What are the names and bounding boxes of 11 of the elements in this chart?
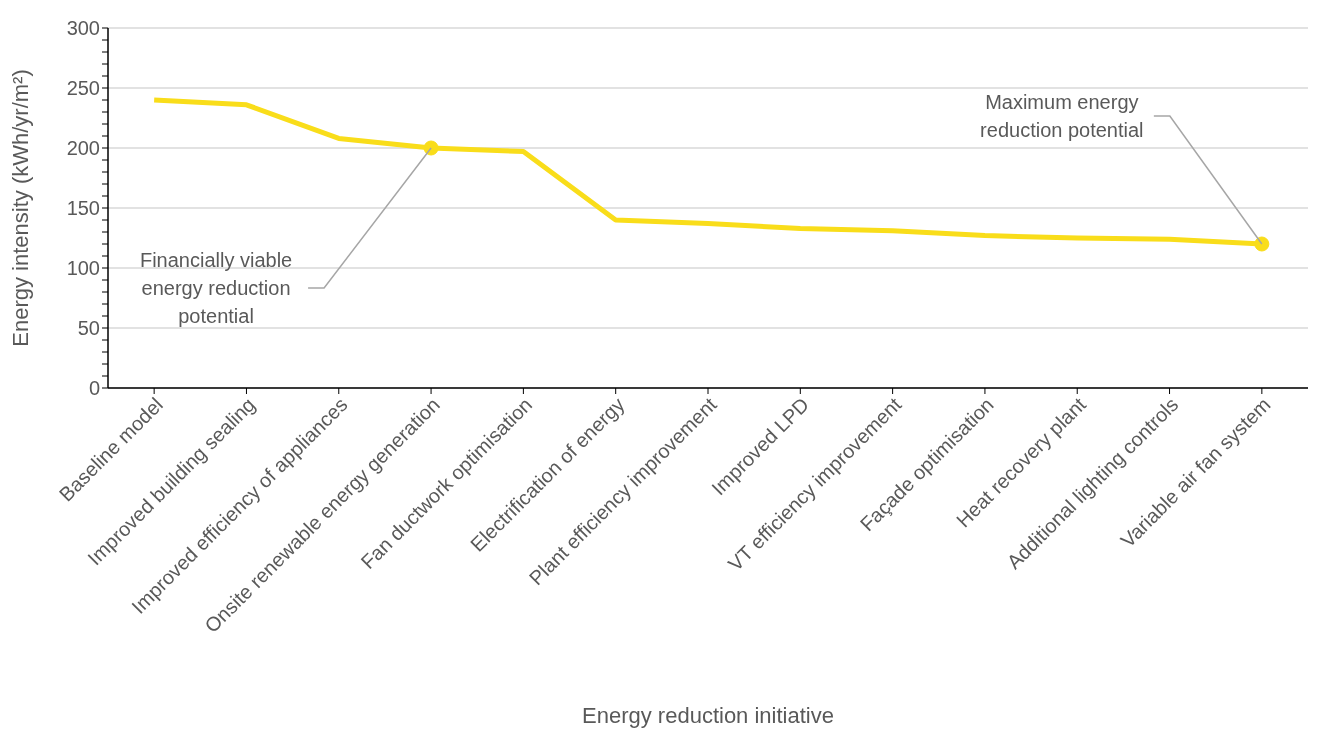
x-axis-title: Energy reduction initiative <box>582 703 834 728</box>
y-tick-label: 300 <box>66 17 100 40</box>
y-axis-title: Energy intensity (kWh/yr/m²) <box>7 69 33 347</box>
annotation: Maximum energy reduction potential <box>980 91 1144 141</box>
y-tick-label: 100 <box>66 257 100 280</box>
y-tick-label: 250 <box>66 77 100 100</box>
y-tick-label: 150 <box>66 197 100 220</box>
annotation: Financially viable energy reduction potential <box>139 249 293 327</box>
y-tick-label: 50 <box>77 317 100 340</box>
y-tick-label: 200 <box>66 137 100 160</box>
y-tick-label: 0 <box>88 377 100 400</box>
